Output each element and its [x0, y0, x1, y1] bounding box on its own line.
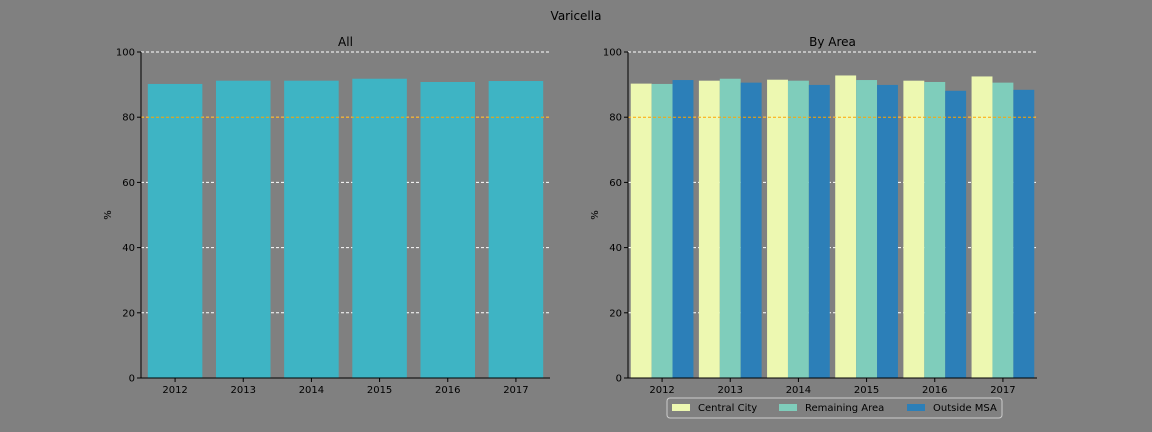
bar — [284, 80, 339, 379]
y-tick-label: 80 — [609, 113, 622, 124]
bar — [971, 76, 993, 378]
chart-title: All — [338, 35, 353, 49]
x-tick-label: 2013 — [718, 385, 743, 396]
y-tick-label: 20 — [609, 308, 622, 319]
bar — [740, 82, 762, 379]
bar — [767, 79, 788, 379]
legend-swatch — [672, 404, 690, 411]
bar — [488, 81, 544, 378]
bar — [147, 83, 203, 378]
y-tick-label: 40 — [609, 243, 622, 254]
x-tick-label: 2012 — [162, 385, 187, 396]
y-tick-label: 0 — [616, 374, 622, 385]
x-tick-label: 2013 — [231, 385, 256, 396]
x-tick-label: 2016 — [435, 385, 460, 396]
x-tick-label: 2015 — [854, 385, 879, 396]
bar — [903, 80, 925, 379]
y-tick-label: 100 — [603, 48, 622, 59]
bar — [945, 90, 967, 378]
y-axis-label: % — [590, 210, 601, 220]
x-tick-label: 2015 — [367, 385, 392, 396]
chart-all: 0 20 40 60 80 100 2012 2013 2014 2015 2016 2017 All% — [103, 35, 550, 396]
x-tick-label: 2014 — [299, 385, 324, 396]
x-tick-label: 2017 — [990, 385, 1015, 396]
bar — [420, 81, 476, 378]
x-tick-label: 2012 — [649, 385, 674, 396]
legend-swatch — [907, 404, 925, 411]
bar — [992, 82, 1014, 379]
chart-title: By Area — [809, 35, 856, 49]
x-tick-label: 2014 — [786, 385, 811, 396]
bar — [877, 84, 898, 379]
y-tick-label: 60 — [609, 178, 622, 189]
bar — [835, 75, 857, 379]
bar — [924, 81, 946, 378]
bar — [630, 83, 652, 378]
bar — [698, 80, 720, 379]
legend-entry: Central City — [698, 403, 757, 414]
bar — [672, 80, 694, 378]
y-axis-label: % — [103, 210, 114, 220]
bar — [352, 78, 407, 379]
x-tick-label: 2017 — [503, 385, 528, 396]
y-tick-label: 0 — [129, 374, 135, 385]
legend-frame — [666, 397, 1003, 419]
bar — [719, 78, 741, 379]
legend-entry: Outside MSA — [933, 403, 997, 414]
x-tick-label: 2016 — [922, 385, 947, 396]
bar — [856, 80, 878, 378]
bar — [787, 80, 809, 379]
bar — [651, 83, 673, 378]
bar — [215, 80, 271, 379]
legend: Central City Remaining Area Outside MSA — [666, 397, 1003, 419]
y-tick-label: 20 — [122, 308, 135, 319]
bar — [808, 84, 830, 379]
y-tick-label: 40 — [122, 243, 135, 254]
legend-entry: Remaining Area — [805, 403, 884, 414]
figure-title: Varicella — [551, 9, 602, 23]
bar — [1013, 89, 1035, 378]
chart-by-area: 0 20 40 60 80 100 2012 2013 2014 2015 2016 2017 By A… — [590, 35, 1037, 396]
legend-swatch — [779, 404, 797, 411]
y-tick-label: 80 — [122, 113, 135, 124]
y-tick-label: 60 — [122, 178, 135, 189]
y-tick-label: 100 — [116, 48, 135, 59]
